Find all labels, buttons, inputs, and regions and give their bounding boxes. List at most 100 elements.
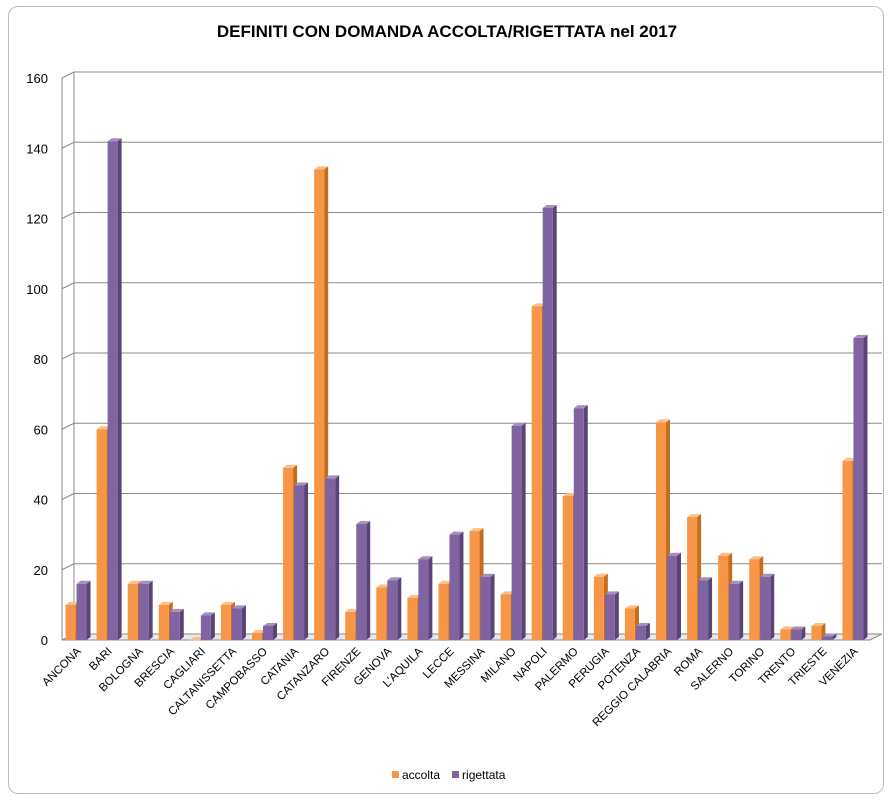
x-tick-label: BARI xyxy=(87,646,114,673)
bar-rigettata xyxy=(667,555,677,640)
bar-rigettata-top xyxy=(698,577,713,581)
bar-accolta xyxy=(593,576,604,640)
bar-rigettata xyxy=(263,625,273,640)
bar-rigettata-side xyxy=(86,580,91,640)
bar-rigettata-top xyxy=(449,531,464,535)
bar-rigettata-top xyxy=(822,633,837,637)
bar-rigettata xyxy=(200,615,211,640)
bar-rigettata-side xyxy=(366,521,371,640)
bar-accolta xyxy=(624,608,635,640)
bar-accolta-top xyxy=(252,629,266,633)
bar-rigettata xyxy=(760,576,771,640)
bar-rigettata-side xyxy=(645,622,650,640)
bar-rigettata-top xyxy=(263,622,277,626)
bar-accolta xyxy=(345,611,356,640)
bar-rigettata xyxy=(542,207,553,640)
bar-rigettata-side xyxy=(490,573,495,640)
bar-accolta-top xyxy=(718,552,733,556)
bar-rigettata xyxy=(356,524,367,640)
bar-rigettata xyxy=(853,337,864,640)
bar-accolta xyxy=(96,429,107,640)
bar-accolta-top xyxy=(624,605,639,609)
bar-accolta xyxy=(780,629,791,640)
bar-rigettata-side xyxy=(179,608,184,640)
legend-label-accolta: accolta xyxy=(402,768,440,782)
bar-rigettata-side xyxy=(428,556,433,640)
bar-accolta-top xyxy=(500,591,515,595)
bar-rigettata-side xyxy=(459,531,464,640)
y-tick-label: 40 xyxy=(34,493,48,508)
gridline-diagonal xyxy=(61,141,75,149)
bar-rigettata-side xyxy=(241,605,246,640)
bar-accolta-top xyxy=(158,601,173,605)
bar-accolta xyxy=(531,306,542,640)
bar-accolta-top xyxy=(407,594,422,598)
bar-accolta xyxy=(283,467,294,640)
bar-rigettata-side xyxy=(583,405,588,640)
bar-rigettata xyxy=(76,583,87,640)
bar-rigettata xyxy=(822,636,833,640)
bar-accolta-top xyxy=(780,626,795,630)
bar-accolta-top xyxy=(283,464,298,468)
bar-rigettata-top xyxy=(418,556,433,560)
gridline-diagonal xyxy=(61,493,75,500)
bar-accolta xyxy=(718,555,729,640)
bar-rigettata-side xyxy=(770,573,775,640)
bar-accolta-top xyxy=(438,580,453,584)
bar-accolta-top xyxy=(749,556,764,560)
bar-rigettata-side xyxy=(335,475,340,640)
bar-rigettata xyxy=(791,629,802,640)
bar-rigettata-top xyxy=(511,422,526,426)
bar-rigettata xyxy=(480,576,491,640)
bar-rigettata xyxy=(635,625,646,640)
bar-rigettata-top xyxy=(325,475,340,479)
gridline-diagonal xyxy=(61,422,75,430)
y-tick-label: 20 xyxy=(34,563,48,578)
bar-rigettata-top xyxy=(387,577,402,581)
bar-accolta xyxy=(656,422,666,640)
bar-rigettata xyxy=(418,559,429,640)
bar-rigettata-top xyxy=(635,622,650,626)
bar-accolta xyxy=(158,604,169,640)
bar-rigettata-side xyxy=(739,580,744,640)
bar-rigettata-top xyxy=(294,482,309,486)
bar-accolta-top xyxy=(96,426,111,430)
bar-rigettata xyxy=(387,580,398,640)
chart-frame xyxy=(8,6,884,794)
bar-rigettata-side xyxy=(521,422,526,640)
bar-accolta-top xyxy=(314,166,329,170)
bar-rigettata xyxy=(449,534,460,640)
bar-accolta-top xyxy=(220,601,235,605)
gridline-diagonal xyxy=(61,352,75,360)
bar-rigettata-side xyxy=(801,626,806,640)
bar-rigettata-top xyxy=(604,591,619,595)
bar-accolta xyxy=(189,640,200,641)
bar-rigettata-side xyxy=(614,591,619,640)
bar-accolta xyxy=(407,597,418,640)
y-tick-label: 160 xyxy=(26,71,48,86)
bar-accolta-top xyxy=(811,622,826,626)
legend-label-rigettata: rigettata xyxy=(462,768,506,782)
bar-rigettata-top xyxy=(853,334,868,338)
bar-rigettata-top xyxy=(231,605,246,609)
bar-rigettata-side xyxy=(117,138,122,640)
bar-rigettata-side xyxy=(708,577,713,640)
bar-rigettata-top xyxy=(573,405,588,409)
bar-rigettata-top xyxy=(356,521,371,525)
bar-rigettata-side xyxy=(397,577,402,640)
bar-rigettata xyxy=(604,594,615,640)
bar-rigettata xyxy=(107,141,118,640)
bar-rigettata xyxy=(729,583,740,640)
bar-accolta-top xyxy=(687,514,702,518)
bar-accolta-top xyxy=(842,457,857,461)
chart-title: DEFINITI CON DOMANDA ACCOLTA/RIGETTATA n… xyxy=(216,22,678,41)
bar-accolta xyxy=(252,632,262,640)
bar-accolta xyxy=(438,583,449,640)
bar-rigettata-side xyxy=(210,612,215,640)
bar-rigettata xyxy=(511,425,522,640)
y-tick-label: 140 xyxy=(26,141,48,156)
bar-accolta xyxy=(314,169,325,640)
bar-accolta xyxy=(687,517,698,640)
y-tick-label: 60 xyxy=(34,422,48,437)
